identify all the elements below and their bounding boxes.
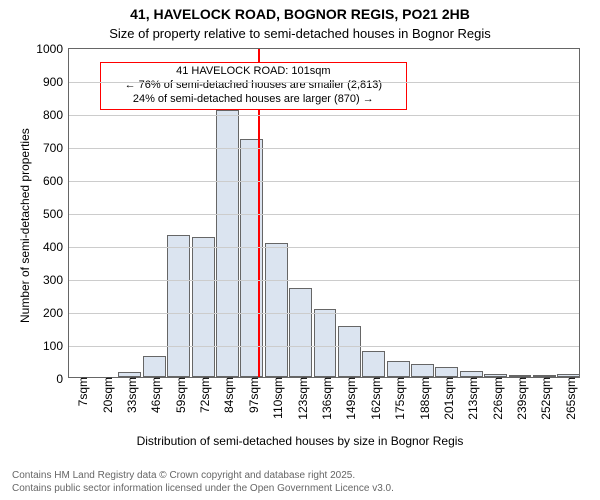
histogram-bar — [167, 235, 190, 377]
x-tick-label: 123sqm — [292, 377, 310, 420]
x-tick-label: 136sqm — [316, 377, 334, 420]
annotation-box: 41 HAVELOCK ROAD: 101sqm ← 76% of semi-d… — [100, 62, 407, 110]
plot-area: 41 HAVELOCK ROAD: 101sqm ← 76% of semi-d… — [68, 48, 580, 378]
histogram-bar — [192, 237, 215, 377]
grid-line — [69, 148, 579, 149]
grid-line — [69, 313, 579, 314]
x-tick-label: 97sqm — [243, 377, 261, 413]
chart-title: 41, HAVELOCK ROAD, BOGNOR REGIS, PO21 2H… — [0, 6, 600, 22]
y-tick-label: 600 — [43, 174, 69, 188]
x-axis-title: Distribution of semi-detached houses by … — [0, 434, 600, 448]
x-tick-label: 110sqm — [267, 377, 285, 419]
x-tick-label: 72sqm — [194, 377, 212, 413]
x-tick-label: 213sqm — [462, 377, 480, 420]
histogram-bar — [411, 364, 434, 377]
annotation-line-1: 41 HAVELOCK ROAD: 101sqm — [105, 65, 402, 79]
y-tick-label: 100 — [43, 339, 69, 353]
x-tick-label: 226sqm — [487, 377, 505, 420]
x-tick-label: 188sqm — [414, 377, 432, 420]
histogram-bar — [314, 309, 337, 377]
x-tick-label: 59sqm — [170, 377, 188, 413]
x-tick-label: 239sqm — [511, 377, 529, 420]
histogram-bar — [362, 351, 385, 377]
x-tick-label: 149sqm — [340, 377, 358, 420]
x-tick-label: 201sqm — [438, 377, 456, 420]
y-tick-label: 300 — [43, 273, 69, 287]
grid-line — [69, 280, 579, 281]
x-tick-label: 175sqm — [389, 377, 407, 420]
x-tick-label: 265sqm — [560, 377, 578, 420]
y-tick-label: 0 — [56, 372, 69, 386]
grid-line — [69, 346, 579, 347]
footer-line-2: Contains public sector information licen… — [12, 483, 394, 494]
annotation-line-3: 24% of semi-detached houses are larger (… — [105, 93, 402, 107]
y-tick-label: 500 — [43, 207, 69, 221]
histogram-bar — [143, 356, 166, 377]
y-tick-label: 700 — [43, 141, 69, 155]
annotation-line-2: ← 76% of semi-detached houses are smalle… — [105, 79, 402, 93]
grid-line — [69, 214, 579, 215]
histogram-bar — [338, 326, 361, 377]
chart-subtitle: Size of property relative to semi-detach… — [0, 26, 600, 41]
y-tick-label: 1000 — [36, 42, 69, 56]
histogram-bar — [289, 288, 312, 377]
grid-line — [69, 115, 579, 116]
x-tick-label: 7sqm — [72, 377, 90, 406]
x-tick-label: 162sqm — [365, 377, 383, 420]
x-tick-label: 33sqm — [121, 377, 139, 413]
y-axis-title: Number of semi-detached properties — [18, 128, 32, 323]
y-tick-label: 200 — [43, 306, 69, 320]
chart-container: 41, HAVELOCK ROAD, BOGNOR REGIS, PO21 2H… — [0, 0, 600, 500]
y-tick-label: 400 — [43, 240, 69, 254]
x-tick-label: 84sqm — [218, 377, 236, 413]
grid-line — [69, 82, 579, 83]
x-tick-label: 46sqm — [145, 377, 163, 413]
grid-line — [69, 181, 579, 182]
histogram-bar — [435, 367, 458, 377]
y-tick-label: 800 — [43, 108, 69, 122]
histogram-bar — [216, 110, 239, 377]
footer-line-1: Contains HM Land Registry data © Crown c… — [12, 470, 355, 481]
histogram-bar — [265, 243, 288, 377]
grid-line — [69, 247, 579, 248]
histogram-bar — [387, 361, 410, 378]
x-tick-label: 20sqm — [97, 377, 115, 413]
y-tick-label: 900 — [43, 75, 69, 89]
x-tick-label: 252sqm — [535, 377, 553, 420]
